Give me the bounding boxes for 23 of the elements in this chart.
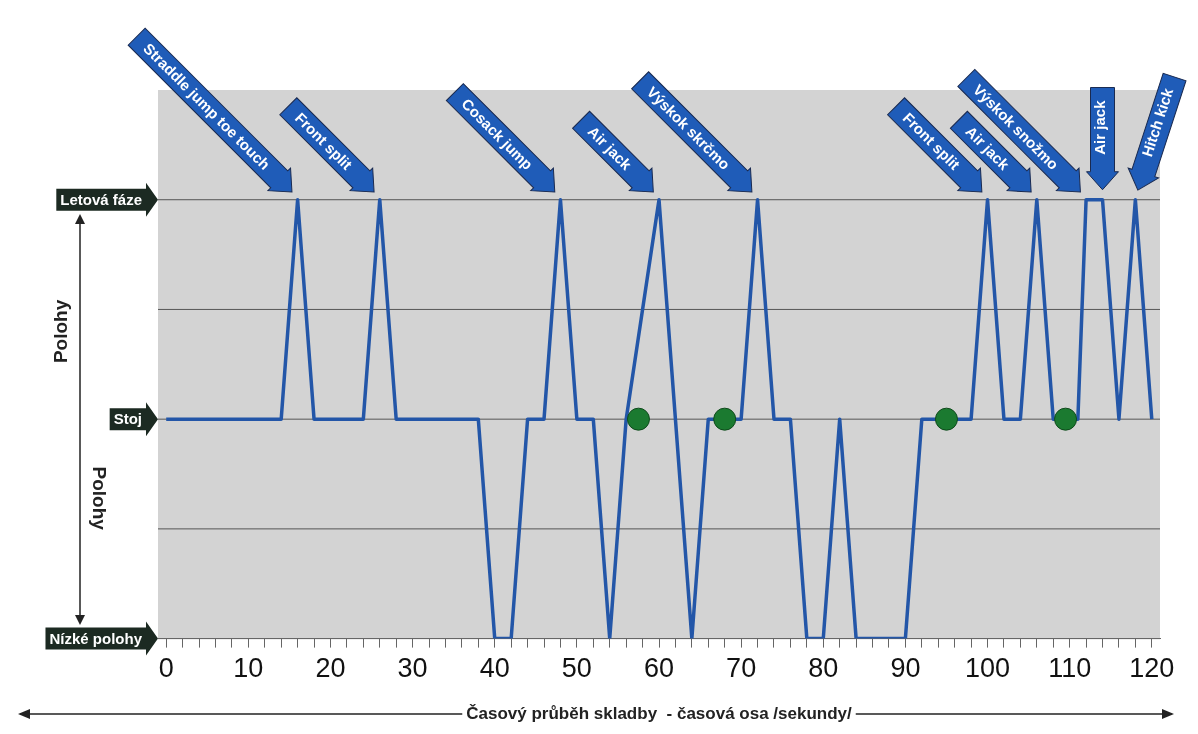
ref-line-label: Nízké polohy: [49, 629, 143, 647]
arrow: Air jack: [1086, 87, 1119, 191]
x-tick-label: 50: [561, 653, 592, 684]
annotation: Air jack: [1091, 99, 1109, 155]
x-tick-label: 90: [890, 653, 921, 684]
text: Polohy: [88, 466, 110, 531]
x-tick-label: 100: [964, 653, 1011, 684]
x-tick-label: 110: [1048, 653, 1092, 684]
x-axis-title: Časový průběh skladby - časová osa /sekundy/: [466, 703, 853, 723]
x-tick-label: 40: [479, 653, 510, 684]
x-tick-label: 10: [233, 653, 264, 684]
x-tick-label: 20: [315, 653, 346, 684]
ref-line-label: Letová fáze: [60, 190, 142, 208]
text: Polohy: [50, 299, 72, 364]
annotation: Hitch kick: [1138, 85, 1177, 159]
x-tick-label: 30: [397, 653, 428, 684]
x-tick-label: 80: [808, 653, 839, 684]
x-tick-label: 60: [643, 653, 675, 684]
ref-line-label: Stoj: [113, 410, 142, 428]
x-tick-label: 0: [158, 653, 174, 684]
x-tick-label: 70: [726, 653, 757, 684]
x-tick-label: 120: [1129, 653, 1175, 684]
arrow: Hitch kick: [1127, 72, 1187, 191]
